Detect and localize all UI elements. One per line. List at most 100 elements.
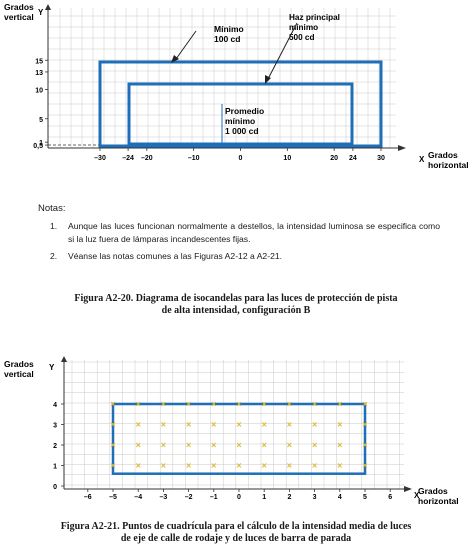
grid-lines [48,8,396,149]
x-tick-label: 20 [330,155,338,162]
grid-point-marker: × [186,440,191,450]
note-2-text: Véanse las notas comunes a las Figuras A… [68,251,283,261]
y-tick-label: 15 [35,58,43,65]
grid-point-marker: × [362,461,367,471]
grid-point-marker: × [136,399,141,409]
fig2-x-axis-title-line2: horizontal [418,496,459,506]
grid-point-marker: × [312,399,317,409]
grid-point-marker: × [362,399,367,409]
inner-isocandela-haz-principal [127,82,354,146]
note-1-number: 1. [50,221,58,231]
fig2-y-tick-labels: 4 3 2 1 0 [53,402,64,491]
x-axis-title-line1: Grados [428,150,458,160]
fig2-x-tick-label: –2 [185,494,193,501]
x-tick-label: –30 [94,155,106,162]
grid-point-marker: × [211,461,216,471]
label-haz-line1: Haz principal [289,13,340,22]
grid-point-marker: × [337,420,342,430]
fig2-y-axis-title-line1: Grados [4,359,34,369]
fig2-y-tick-label: 1 [53,464,57,471]
grid-point-marker: × [161,461,166,471]
fig2-x-tick-label: 0 [237,494,241,501]
grid-point-marker: × [262,399,267,409]
grid-point-marker: × [312,440,317,450]
x-tick-label: –20 [141,155,153,162]
grid-point-marker: × [236,440,241,450]
grid-point-marker: × [312,461,317,471]
fig2-x-tick-label: 1 [262,494,266,501]
grid-point-marker: × [211,420,216,430]
y-tick-label: 0,5 [33,143,43,150]
grid-point-marker: × [362,440,367,450]
caption-2-line1: Figura A2-21. Puntos de cuadrícula para … [60,521,412,532]
label-minimo-line1: Mínimo [214,24,244,34]
grid-point-marker: × [262,440,267,450]
x-tick-label: 0 [239,155,243,162]
x-tick-label: 24 [349,155,357,162]
grid-point-marker: × [287,461,292,471]
pointer-haz [267,22,298,80]
grid-point-marker: × [287,440,292,450]
grid-point-marker: × [262,420,267,430]
grid-point-marker: × [110,440,115,450]
grid-point-marker: × [236,399,241,409]
grid-point-markers: × × × × × × × × × × × × × × × × × × × × × × × × × × × × × × × × × × × × × × × ×… [110,399,367,471]
y-axis-arrow [45,4,51,10]
grid-point-marker: × [287,399,292,409]
caption-2-line2: de eje de calle de rodaje y de luces de … [120,533,352,544]
grid-point-marker: × [186,420,191,430]
grid-point-marker: × [110,399,115,409]
y-tick-label: 1 [39,140,43,147]
grid-point-marker: × [136,461,141,471]
fig2-x-tick-label: –6 [84,494,92,501]
figure-caption-a2-21: Figura A2-21. Puntos de cuadrícula para … [16,521,456,545]
x-axis-arrow [398,145,406,151]
y-tick-label: 5 [39,117,43,124]
label-promedio-line3: 1 000 cd [225,126,259,136]
x-axis-title-line2: horizontal [428,160,469,170]
fig2-x-tick-label: –5 [109,494,117,501]
grid-points-diagram: Grados vertical Y 4 3 2 1 0 –6 –5 –4 –3 –2 –1 0 1 2 3… [4,356,459,506]
fig2-x-axis-letter: X [414,491,420,500]
grid-point-marker: × [262,461,267,471]
label-haz-line3: 500 cd [289,33,315,42]
fig2-x-tick-label: 2 [287,494,291,501]
outer-isocandela-minimo-100cd [98,60,383,148]
fig2-y-tick-label: 2 [53,443,57,450]
fig2-x-tick-labels: –6 –5 –4 –3 –2 –1 0 1 2 3 4 5 6 [84,489,392,501]
grid-point-marker: × [211,440,216,450]
fig2-y-axis-arrow [61,356,67,362]
y-tick-labels: 15 13 10 5 10,5 [33,58,48,150]
note-1-text: Aunque las luces funcionan normalmente a… [68,221,440,244]
fig2-grid-lines [64,360,404,489]
grid-point-marker: × [161,440,166,450]
x-tick-labels: –30 –24 –20 –10 0 10 20 24 30 [94,148,385,162]
x-tick-label: 10 [283,155,291,162]
pointer-minimo-arrowhead [171,55,179,63]
y-axis-letter: Y [38,8,44,17]
label-promedio-line2: mínimo [225,116,255,126]
grid-point-marker: × [337,461,342,471]
grid-point-marker: × [362,420,367,430]
fig2-y-axis-letter: Y [49,363,55,372]
grid-point-marker: × [136,440,141,450]
grid-point-marker: × [110,420,115,430]
x-axis-letter: X [419,155,425,164]
fig2-x-tick-label: –3 [160,494,168,501]
fig2-y-axis-title-line2: vertical [4,369,34,379]
x-tick-label: –10 [188,155,200,162]
fig2-x-tick-label: 6 [388,494,392,501]
grid-point-marker: × [161,399,166,409]
grid-point-marker: × [161,420,166,430]
label-minimo-line2: 100 cd [214,34,240,44]
fig2-x-axis-title-line1: Grados [418,486,448,496]
fig2-x-tick-label: 5 [363,494,367,501]
caption-1-line2: de alta intensidad, configuración B [161,305,311,316]
grid-point-marker: × [312,420,317,430]
fig2-x-tick-label: –4 [134,494,142,501]
grid-point-marker: × [337,399,342,409]
grid-point-marker: × [236,420,241,430]
label-promedio-line1: Promedio [225,106,264,116]
x-tick-label: –24 [122,155,134,162]
pointer-minimo [175,30,197,60]
